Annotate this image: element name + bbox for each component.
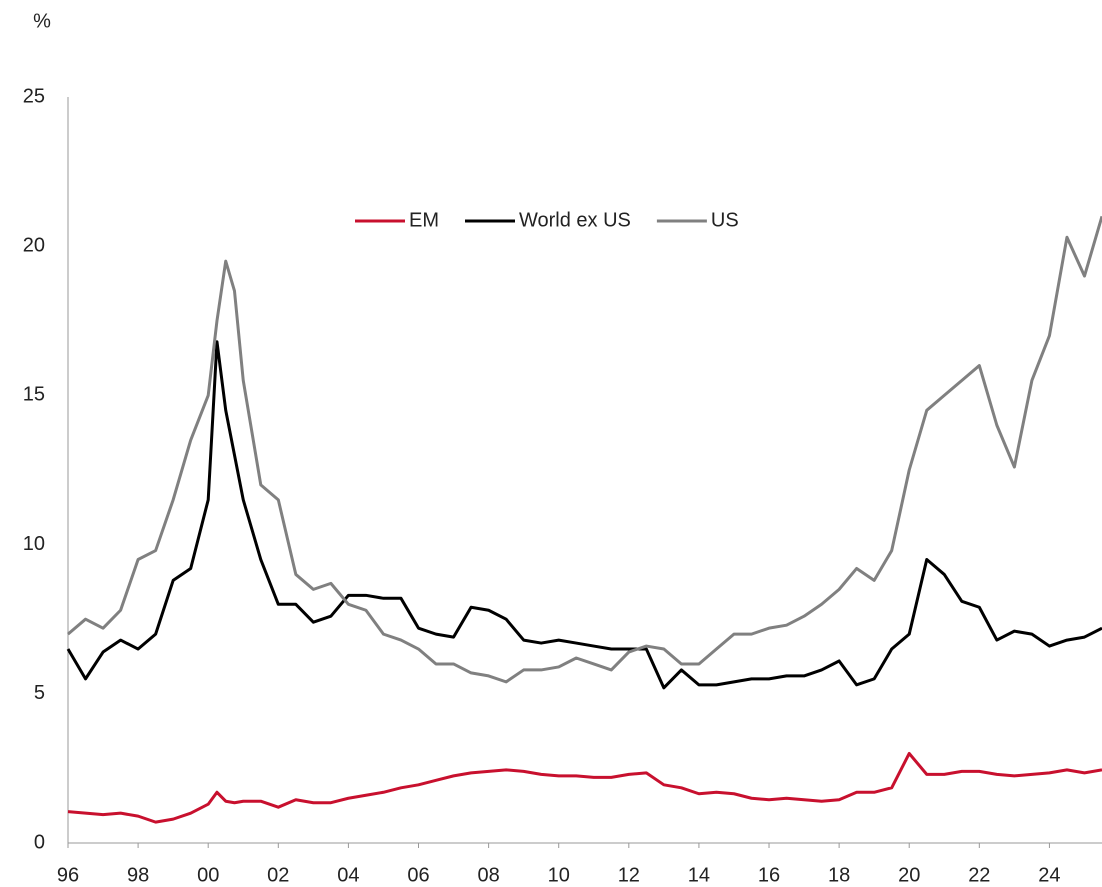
series-line <box>67 751 1102 824</box>
y-axis-label: % <box>33 10 51 32</box>
x-tick-label: 96 <box>57 864 79 886</box>
y-tick-label: 25 <box>23 85 45 107</box>
x-tick-label: 08 <box>477 864 499 886</box>
x-tick-label: 10 <box>548 864 570 886</box>
y-tick-label: 5 <box>34 682 45 704</box>
y-tick-label: 20 <box>23 234 45 256</box>
x-tick-label: 20 <box>898 864 920 886</box>
y-tick-label: 15 <box>23 384 45 406</box>
series-line <box>67 215 1102 684</box>
legend-label: World ex US <box>519 209 631 231</box>
x-tick-label: 12 <box>618 864 640 886</box>
legend-label: US <box>711 209 739 231</box>
x-tick-label: 18 <box>828 864 850 886</box>
x-tick-label: 98 <box>127 864 149 886</box>
x-tick-label: 16 <box>758 864 780 886</box>
y-tick-label: 0 <box>34 831 45 853</box>
x-tick-label: 00 <box>197 864 219 886</box>
x-tick-label: 06 <box>407 864 429 886</box>
x-tick-label: 04 <box>337 864 359 886</box>
series-line <box>66 340 1102 690</box>
y-tick-label: 10 <box>23 533 45 555</box>
x-tick-label: 24 <box>1038 864 1060 886</box>
legend-label: EM <box>409 209 439 231</box>
x-tick-label: 22 <box>968 864 990 886</box>
x-tick-label: 14 <box>688 864 710 886</box>
x-tick-label: 02 <box>267 864 289 886</box>
